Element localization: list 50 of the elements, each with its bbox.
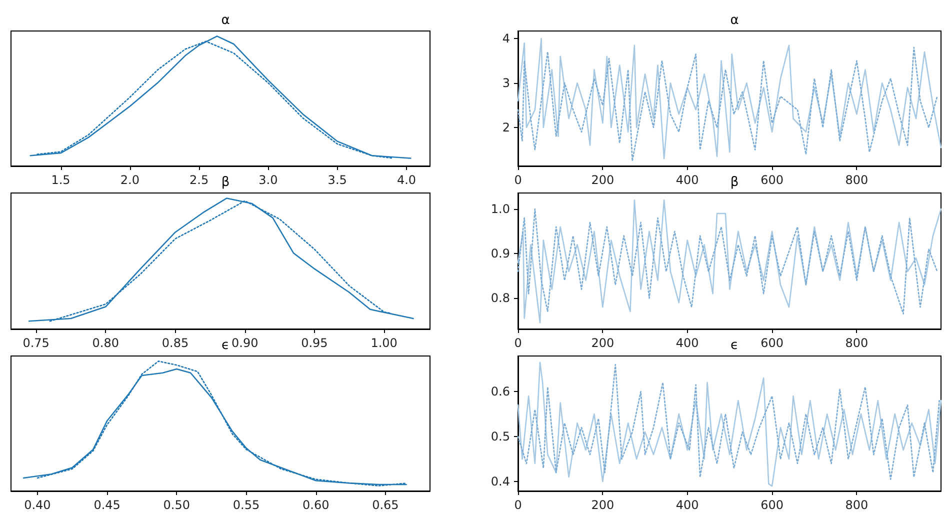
x-tick-label: 0.90 xyxy=(232,336,258,350)
x-tick-label: 3.5 xyxy=(328,173,347,187)
x-tick-label: 0 xyxy=(514,336,522,350)
y-tick-label: 0.8 xyxy=(490,291,510,306)
x-tick-label: 400 xyxy=(676,173,699,187)
y-tick-label: 3 xyxy=(502,76,510,90)
x-tick-label: 200 xyxy=(591,336,614,350)
y-tick-label: 0.9 xyxy=(490,246,510,261)
x-tick-label: 0.95 xyxy=(301,336,328,350)
x-tick-label: 200 xyxy=(591,498,614,512)
x-tick-label: 600 xyxy=(760,336,784,350)
x-tick-label: 2.5 xyxy=(190,173,209,187)
x-tick-label: 0.75 xyxy=(22,336,50,350)
x-tick-label: 800 xyxy=(845,336,868,350)
line-series xyxy=(517,199,942,324)
x-tick-label: 1.00 xyxy=(370,336,398,350)
x-tick-label: 200 xyxy=(591,173,614,187)
y-tick-label: 1.0 xyxy=(490,202,510,216)
x-tick-label: 0 xyxy=(514,173,522,187)
x-tick-label: 600 xyxy=(760,173,784,187)
y-tick-label: 0.6 xyxy=(490,384,510,399)
x-tick-label: 4.0 xyxy=(396,173,416,187)
chart-title: β xyxy=(730,175,739,190)
x-tick-label: 800 xyxy=(845,498,868,512)
chart-title: β xyxy=(221,175,230,190)
x-tick-label: 400 xyxy=(676,336,699,350)
chart-title: α xyxy=(730,13,739,28)
x-tick-label: 0.60 xyxy=(302,498,330,512)
line-series xyxy=(517,208,938,314)
x-tick-label: 0.85 xyxy=(162,336,189,350)
y-tick-label: 2 xyxy=(502,120,510,135)
x-tick-label: 0.80 xyxy=(92,336,120,350)
x-tick-label: 3.0 xyxy=(258,173,278,187)
x-tick-label: 1.5 xyxy=(51,173,70,187)
chart-title: α xyxy=(221,13,230,28)
x-tick-label: 0.40 xyxy=(24,498,51,512)
x-tick-label: 0 xyxy=(514,498,522,512)
x-tick-label: 600 xyxy=(760,498,784,512)
x-tick-label: 800 xyxy=(845,173,868,187)
chart-title: ϵ xyxy=(222,338,230,353)
y-tick-label: 4 xyxy=(502,32,510,46)
x-tick-label: 0.65 xyxy=(372,498,399,512)
y-tick-label: 0.4 xyxy=(490,474,510,489)
x-tick-label: 400 xyxy=(676,498,699,512)
chart-title: ϵ xyxy=(730,338,738,353)
x-tick-label: 0.45 xyxy=(94,498,120,512)
x-tick-label: 0.55 xyxy=(232,498,260,512)
x-tick-label: 0.50 xyxy=(163,498,190,512)
y-tick-label: 0.5 xyxy=(490,430,510,444)
x-tick-label: 2.0 xyxy=(120,173,140,187)
